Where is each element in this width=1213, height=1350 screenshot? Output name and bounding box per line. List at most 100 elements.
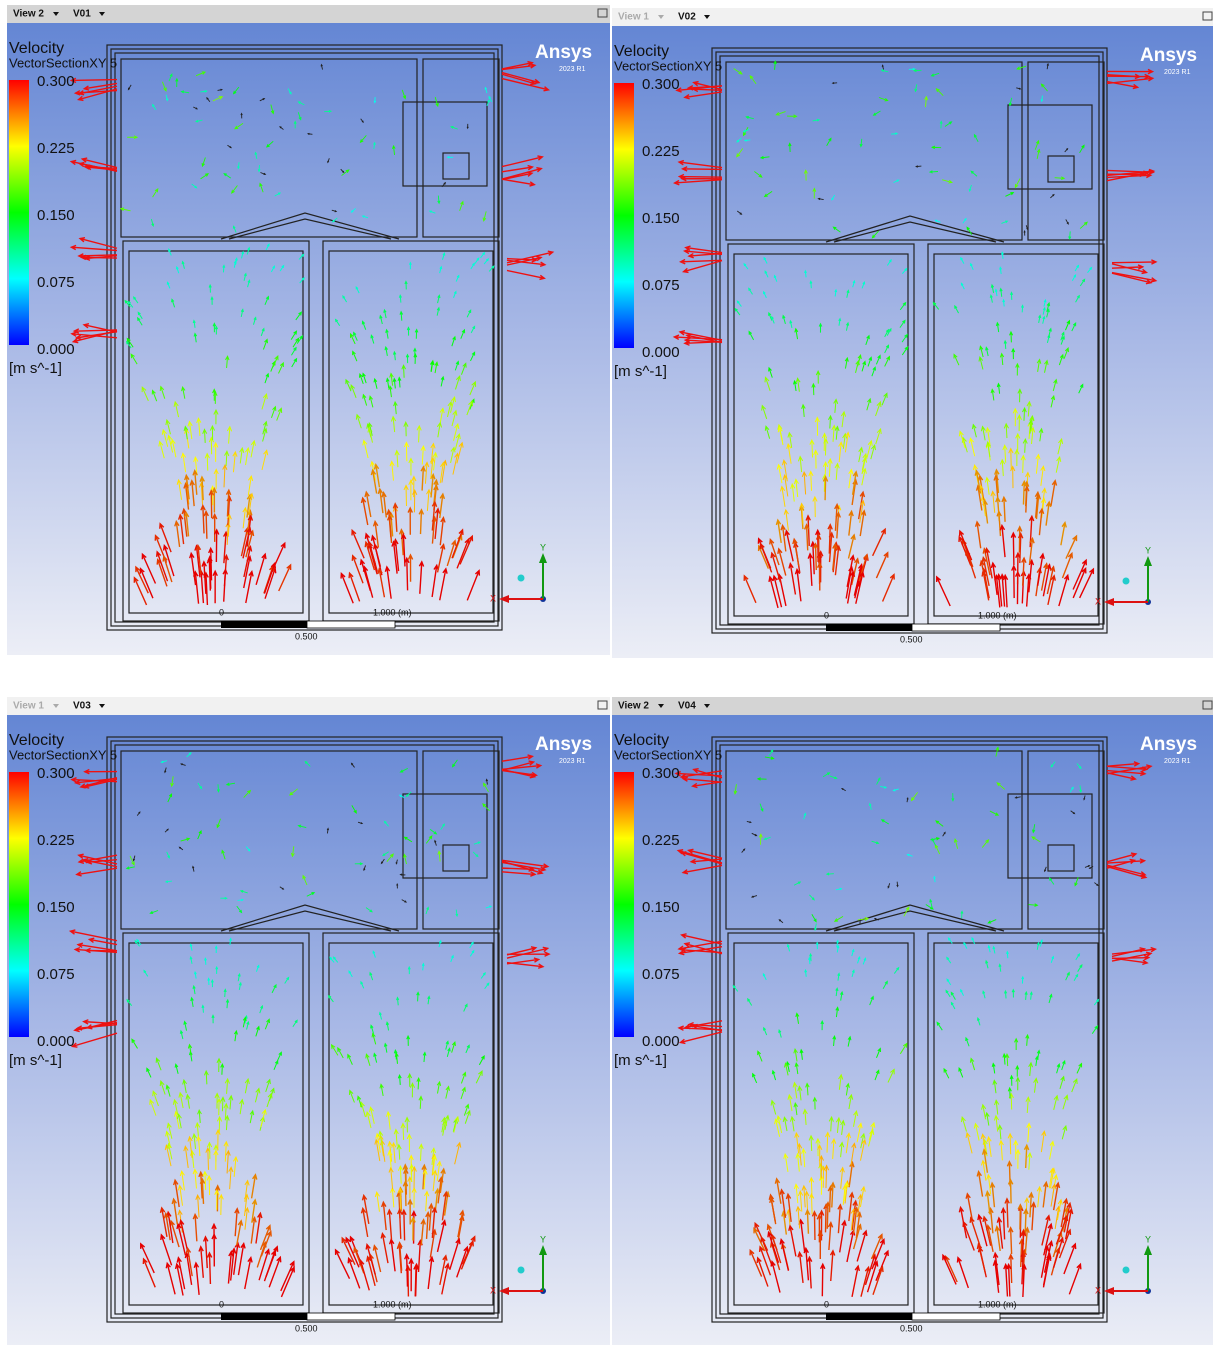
vector-arrow [1042,315,1046,324]
viewport-selector[interactable]: V02 [678,12,696,23]
view-selector[interactable]: View 1 [618,12,649,23]
vector-arrow [743,574,757,604]
vector-arrow [1046,62,1049,70]
viewport-selector[interactable]: V03 [73,701,91,712]
vector-arrow [501,871,537,877]
vector-arrow [218,1193,224,1216]
viewport-selector[interactable]: V04 [678,701,696,712]
vector-arrow [392,144,396,155]
vector-arrow [263,561,277,594]
vector-arrow [770,1260,781,1293]
vector-arrow [427,995,431,1005]
vector-arrow [1062,1094,1069,1110]
lower-room-right [322,240,500,622]
vector-arrow [767,1230,780,1263]
vector-arrow [232,225,237,233]
vector-arrow [683,91,723,100]
vector-arrow [809,894,815,901]
vector-arrow [455,909,459,918]
vector-arrow [469,949,475,957]
vector-arrow [222,264,226,273]
vector-arrow [852,1110,859,1127]
vector-arrow [801,1184,807,1208]
vector-arrow [348,1089,355,1103]
vector-arrow [866,1260,879,1293]
scale-end: 1.000 (m) [373,607,412,617]
maximize-button[interactable] [1202,11,1213,21]
view-selector[interactable]: View 2 [618,701,649,712]
vector-arrow [1004,1197,1010,1228]
vector-arrow [859,1185,866,1208]
vector-arrow [789,1115,796,1132]
vector-arrow [1015,432,1021,451]
vector-arrow [1073,973,1079,982]
legend-subtitle: VectorSectionXY 5 [614,747,722,762]
vector-arrow [398,294,402,303]
vector-arrow [196,1135,202,1156]
view-selector[interactable]: View 2 [13,9,44,20]
vector-arrow [1071,322,1077,332]
vector-arrow [459,534,474,565]
vector-arrow [1043,1222,1053,1256]
vector-arrow [474,257,480,264]
vector-arrow [200,173,210,180]
vector-arrow [331,217,338,223]
vector-arrow [1009,291,1014,300]
vector-arrow [287,88,292,95]
vector-arrow [327,994,334,1003]
vector-arrow [1072,566,1087,599]
vector-arrow [349,332,356,345]
vector-arrow [930,72,940,77]
vector-arrow [73,946,118,954]
vector-arrow [984,1111,990,1126]
vector-arrow [136,938,142,946]
vector-arrow [1030,426,1036,445]
vector-arrow [379,314,383,325]
vector-arrow [225,488,232,517]
roof-ridge [220,212,400,240]
vector-arrow [1006,950,1009,959]
vector-arrow [175,265,180,274]
vector-arrow [214,945,218,954]
vector-arrow [168,73,173,82]
vector-arrow [861,467,867,486]
vector-arrow [818,322,823,333]
vector-arrow [783,508,789,531]
vector-arrow [859,138,863,148]
vector-arrow [831,194,836,201]
vector-arrow [357,821,364,825]
vector-arrow [1084,865,1091,868]
vector-arrow [454,360,460,371]
vector-arrow [1079,785,1083,794]
vector-arrow [451,409,458,427]
vector-arrow [170,776,174,788]
vector-arrow [1071,1077,1078,1093]
vector-arrow [1077,963,1083,972]
viewport-selector[interactable]: V01 [73,9,91,20]
vector-arrow [1014,796,1021,799]
vector-arrow [389,372,394,386]
maximize-button[interactable] [597,700,608,710]
vector-arrow [1014,1037,1019,1050]
vector-arrow [794,1062,799,1075]
vector-arrow [1050,1183,1057,1207]
vector-arrow [835,1116,842,1133]
vector-arrow [681,776,723,783]
maximize-button[interactable] [1202,700,1213,710]
vector-arrow [908,67,916,71]
vector-arrow [757,1050,763,1062]
vector-arrow [788,1224,797,1257]
vector-arrow [804,1208,811,1234]
maximize-button[interactable] [597,8,608,18]
vector-arrow [1036,941,1040,950]
vector-arrow [985,426,991,446]
vector-arrow [484,982,490,990]
vector-arrow [501,769,538,778]
view-selector[interactable]: View 1 [13,701,44,712]
vector-arrow [1015,362,1020,376]
vector-arrow [960,256,965,264]
vector-arrow [1003,422,1009,439]
vector-arrow [892,788,899,792]
vector-arrow [773,274,778,282]
